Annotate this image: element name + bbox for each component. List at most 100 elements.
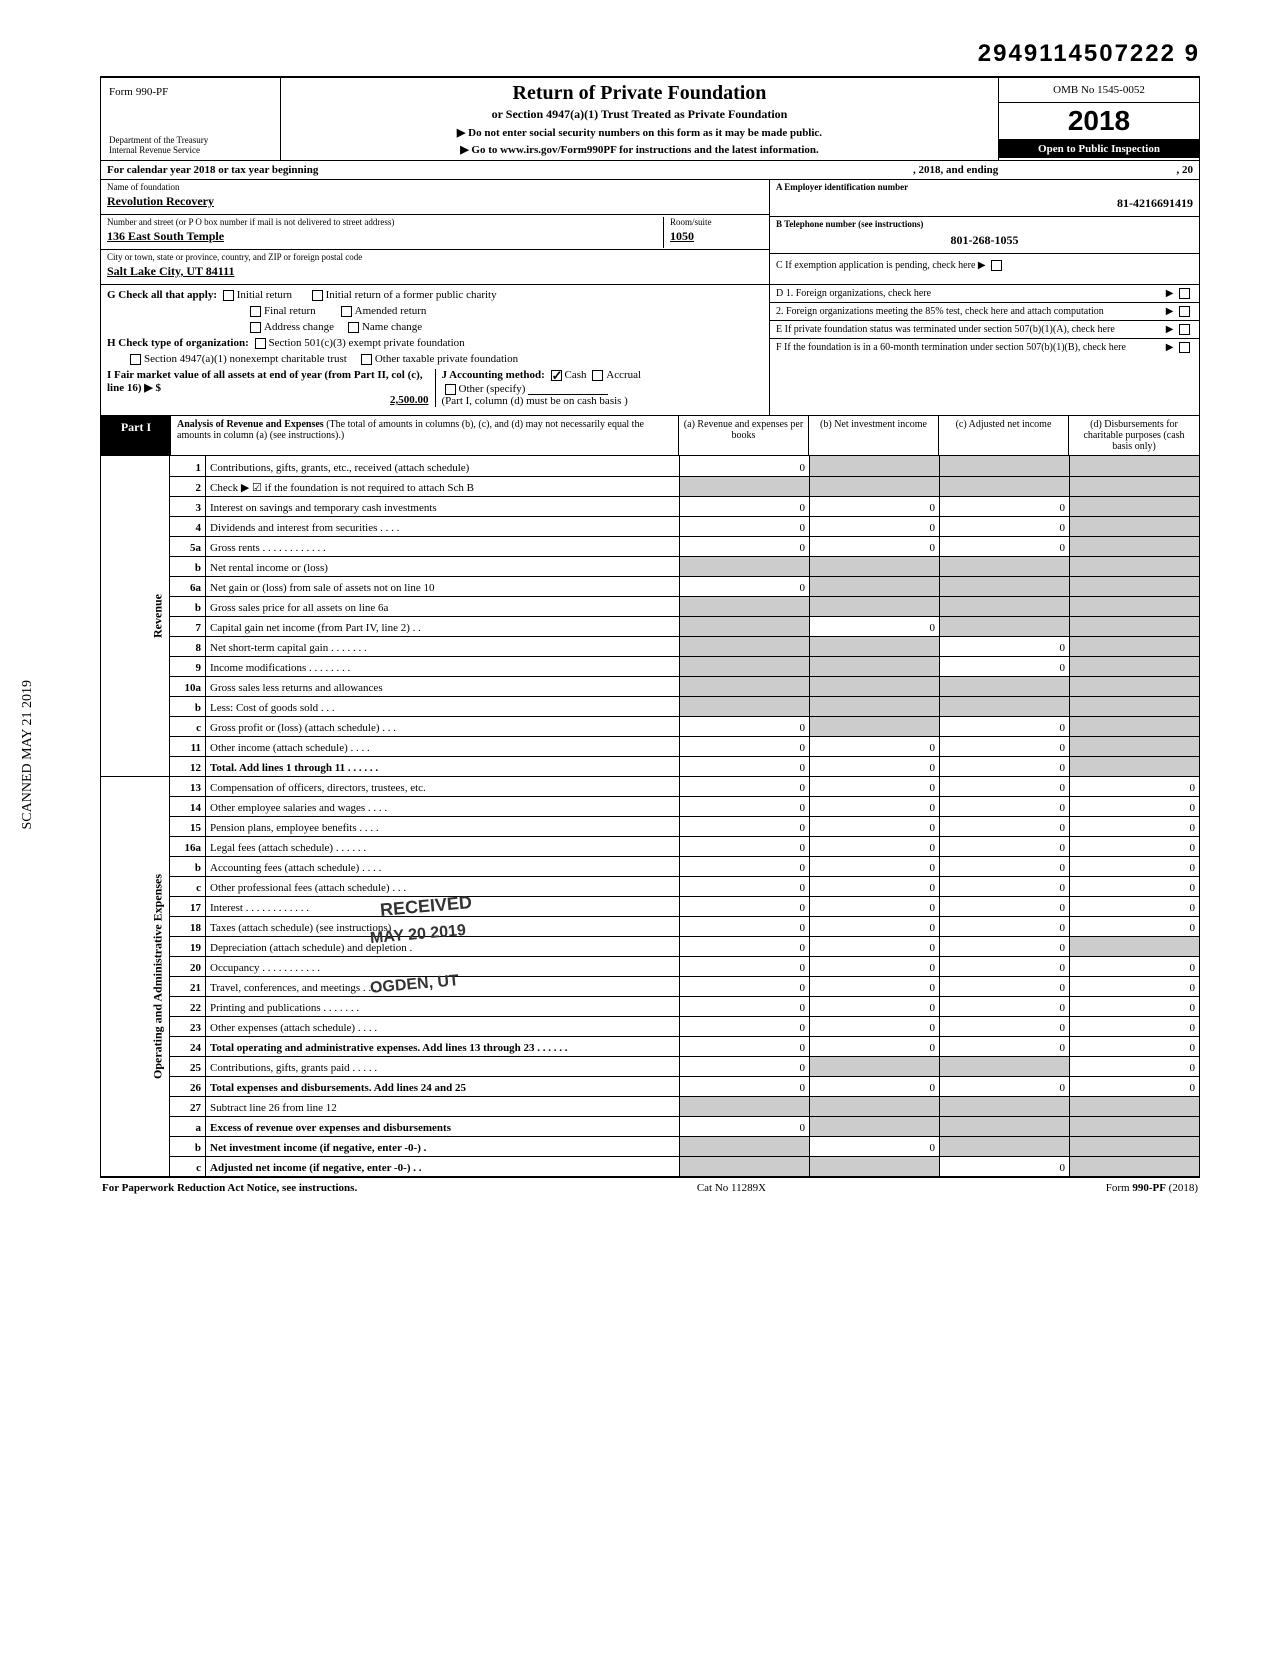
exemption-checkbox[interactable]: [991, 260, 1002, 271]
dept-line2: Internal Revenue Service: [109, 145, 200, 155]
cell-col-a: [680, 1096, 810, 1116]
line-description: Net short-term capital gain . . . . . . …: [206, 636, 680, 656]
chk-final[interactable]: [250, 306, 261, 317]
line-description: Depreciation (attach schedule) and deple…: [206, 936, 680, 956]
line-number: 12: [170, 756, 206, 776]
cell-col-d: 0: [1070, 956, 1200, 976]
line-description: Contributions, gifts, grants paid . . . …: [206, 1056, 680, 1076]
line-description: Net gain or (loss) from sale of assets n…: [206, 576, 680, 596]
line-number: c: [170, 876, 206, 896]
chk-other-taxable[interactable]: [361, 354, 372, 365]
chk-d2[interactable]: [1179, 306, 1190, 317]
ein-row: A Employer identification number 81-4216…: [770, 180, 1199, 217]
table-row: 5aGross rents . . . . . . . . . . . .000: [101, 536, 1200, 556]
cal-mid: , 2018, and ending: [913, 164, 1093, 176]
cell-col-d: 0: [1070, 1056, 1200, 1076]
cell-col-c: 0: [940, 496, 1070, 516]
cell-col-c: [940, 676, 1070, 696]
cell-col-a: 0: [680, 996, 810, 1016]
line-number: b: [170, 556, 206, 576]
opt-amended: Amended return: [355, 305, 427, 317]
chk-d1[interactable]: [1179, 288, 1190, 299]
chk-initial-former[interactable]: [312, 290, 323, 301]
cell-col-b: 0: [810, 1036, 940, 1056]
form-prefix: Form: [109, 86, 133, 98]
line-number: c: [170, 1156, 206, 1176]
chk-other-method[interactable]: [445, 384, 456, 395]
cell-col-a: 0: [680, 776, 810, 796]
chk-initial-return[interactable]: [223, 290, 234, 301]
line-number: 9: [170, 656, 206, 676]
line-description: Net rental income or (loss): [206, 556, 680, 576]
chk-4947[interactable]: [130, 354, 141, 365]
cell-col-b: 0: [810, 856, 940, 876]
cell-col-b: 0: [810, 756, 940, 776]
cell-col-b: [810, 716, 940, 736]
opt-other-method: Other (specify): [459, 383, 526, 395]
line-description: Check ▶ ☑ if the foundation is not requi…: [206, 476, 680, 496]
chk-501c3[interactable]: [255, 338, 266, 349]
cell-col-c: [940, 456, 1070, 476]
footer-right: Form 990-PF (2018): [1106, 1182, 1198, 1194]
cell-col-d: 0: [1070, 796, 1200, 816]
cell-col-c: 0: [940, 656, 1070, 676]
line-number: 3: [170, 496, 206, 516]
chk-accrual[interactable]: [592, 370, 603, 381]
cell-col-a: [680, 616, 810, 636]
table-row: cAdjusted net income (if negative, enter…: [101, 1156, 1200, 1176]
j-label: J Accounting method:: [442, 369, 545, 381]
cell-col-c: 0: [940, 636, 1070, 656]
table-row: 7Capital gain net income (from Part IV, …: [101, 616, 1200, 636]
cell-col-b: 0: [810, 1076, 940, 1096]
name-label: Name of foundation: [107, 182, 763, 192]
line-number: 6a: [170, 576, 206, 596]
chk-namechange[interactable]: [348, 322, 359, 333]
line-description: Capital gain net income (from Part IV, l…: [206, 616, 680, 636]
form-number: 990-PF: [136, 86, 168, 98]
chk-f[interactable]: [1179, 342, 1190, 353]
cell-col-d: [1070, 556, 1200, 576]
opt-accrual: Accrual: [606, 369, 641, 381]
ein-value: 81-4216691419: [776, 192, 1193, 215]
line-number: b: [170, 596, 206, 616]
table-row: 17Interest . . . . . . . . . . . .0000: [101, 896, 1200, 916]
cell-col-a: 0: [680, 756, 810, 776]
cell-col-b: 0: [810, 796, 940, 816]
line-number: 15: [170, 816, 206, 836]
cell-col-d: [1070, 736, 1200, 756]
line-description: Total expenses and disbursements. Add li…: [206, 1076, 680, 1096]
line-h: H Check type of organization: Section 50…: [107, 337, 763, 349]
part1-tab: Part I: [101, 416, 171, 455]
cell-col-c: [940, 1056, 1070, 1076]
table-row: 15Pension plans, employee benefits . . .…: [101, 816, 1200, 836]
cell-f: F If the foundation is in a 60-month ter…: [770, 339, 1199, 356]
chk-amended[interactable]: [341, 306, 352, 317]
table-row: 10aGross sales less returns and allowanc…: [101, 676, 1200, 696]
cell-col-d: [1070, 636, 1200, 656]
form-header: Form 990-PF Department of the Treasury I…: [100, 76, 1200, 161]
line-g2: Final return Amended return: [107, 305, 763, 317]
cell-col-a: [680, 556, 810, 576]
city-row: City or town, state or province, country…: [101, 250, 769, 284]
form-subtitle: or Section 4947(a)(1) Trust Treated as P…: [289, 107, 990, 122]
cell-col-b: 0: [810, 536, 940, 556]
line-description: Less: Cost of goods sold . . .: [206, 696, 680, 716]
line-description: Dividends and interest from securities .…: [206, 516, 680, 536]
cell-col-a: 0: [680, 536, 810, 556]
chk-cash[interactable]: [551, 370, 562, 381]
cell-d1: D 1. Foreign organizations, check here ▶: [770, 285, 1199, 303]
table-row: bLess: Cost of goods sold . . .: [101, 696, 1200, 716]
phone-label: B Telephone number (see instructions): [776, 219, 1193, 229]
line-number: 4: [170, 516, 206, 536]
cell-col-c: 0: [940, 776, 1070, 796]
chk-address[interactable]: [250, 322, 261, 333]
city-label: City or town, state or province, country…: [107, 252, 763, 262]
table-wrapper: Revenue1Contributions, gifts, grants, et…: [100, 456, 1200, 1177]
chk-e[interactable]: [1179, 324, 1190, 335]
table-row: 6aNet gain or (loss) from sale of assets…: [101, 576, 1200, 596]
cell-col-a: [680, 676, 810, 696]
cell-col-b: [810, 696, 940, 716]
line-number: 21: [170, 976, 206, 996]
cell-col-b: 0: [810, 876, 940, 896]
document-locator-number: 2949114507222 9: [100, 40, 1200, 68]
